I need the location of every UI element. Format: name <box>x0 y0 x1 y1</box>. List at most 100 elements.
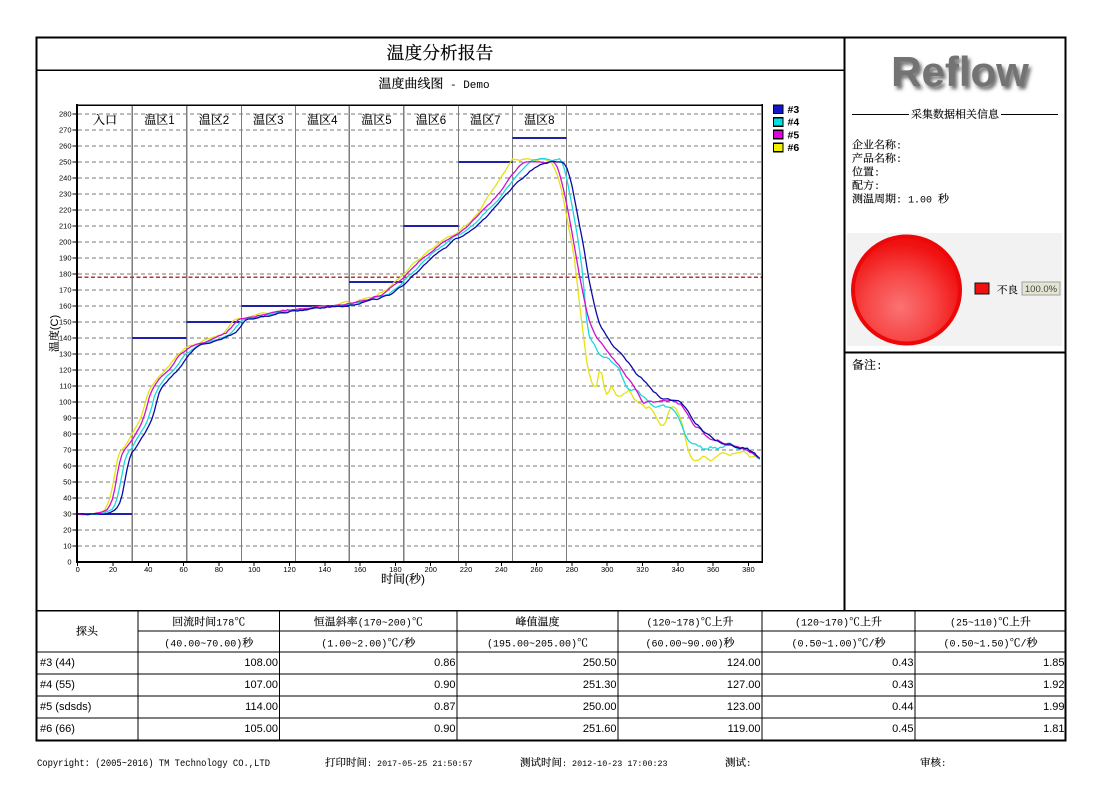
svg-text:240: 240 <box>59 174 72 183</box>
svg-text:120: 120 <box>283 565 296 574</box>
svg-text:340: 340 <box>672 565 685 574</box>
svg-text:130: 130 <box>59 350 72 359</box>
svg-text:90: 90 <box>63 414 71 423</box>
svg-text:180: 180 <box>59 270 72 279</box>
svg-text:#5 (sdsds): #5 (sdsds) <box>40 701 91 713</box>
svg-text:170: 170 <box>59 286 72 295</box>
svg-text:60: 60 <box>63 462 71 471</box>
svg-text:180: 180 <box>389 565 402 574</box>
svg-text:(0.50~1.00): (0.50~1.00) <box>792 639 858 651</box>
svg-text:220: 220 <box>59 206 72 215</box>
svg-text:#3: #3 <box>788 104 800 116</box>
svg-text:1.92: 1.92 <box>1043 679 1064 691</box>
svg-text:100.0%: 100.0% <box>1025 284 1058 295</box>
svg-text::: : <box>874 169 880 180</box>
svg-text:0.44: 0.44 <box>892 701 913 713</box>
svg-text:): ) <box>421 572 425 586</box>
svg-text:(0.50~1.50): (0.50~1.50) <box>944 639 1010 651</box>
svg-text:(25~110): (25~110) <box>950 618 998 630</box>
svg-text:0.45: 0.45 <box>892 723 913 735</box>
svg-text:320: 320 <box>636 565 649 574</box>
svg-text:(120~178): (120~178) <box>647 618 701 630</box>
svg-text:0.87: 0.87 <box>434 701 455 713</box>
svg-text:107.00: 107.00 <box>244 679 278 691</box>
svg-text:6: 6 <box>440 115 446 127</box>
svg-text:60: 60 <box>179 565 187 574</box>
svg-text:100: 100 <box>248 565 261 574</box>
svg-text:0.86: 0.86 <box>434 657 455 669</box>
svg-text:280: 280 <box>566 565 579 574</box>
svg-text::: : <box>876 361 883 373</box>
svg-text:123.00: 123.00 <box>727 701 761 713</box>
svg-text:280: 280 <box>59 110 72 119</box>
svg-text:220: 220 <box>460 565 473 574</box>
svg-text::: : <box>896 142 902 153</box>
svg-text:7: 7 <box>494 115 500 127</box>
svg-text:(120~170): (120~170) <box>795 618 849 630</box>
svg-text:160: 160 <box>59 302 72 311</box>
svg-text:200: 200 <box>59 238 72 247</box>
svg-text:178: 178 <box>216 619 234 630</box>
svg-text:#4 (55): #4 (55) <box>40 679 75 691</box>
svg-text:300: 300 <box>601 565 614 574</box>
svg-text:250.00: 250.00 <box>583 701 617 713</box>
svg-text:127.00: 127.00 <box>727 679 761 691</box>
svg-text:20: 20 <box>109 565 117 574</box>
svg-text:0.90: 0.90 <box>434 723 455 735</box>
svg-text:250: 250 <box>59 158 72 167</box>
svg-text:119.00: 119.00 <box>728 723 761 735</box>
svg-text:(: ( <box>405 572 409 586</box>
svg-text:270: 270 <box>59 126 72 135</box>
svg-text:110: 110 <box>60 382 72 391</box>
svg-text:140: 140 <box>319 565 332 574</box>
svg-text:: 2017-05-25 21:50:57: : 2017-05-25 21:50:57 <box>367 759 473 769</box>
svg-text:0.43: 0.43 <box>892 679 913 691</box>
svg-text:210: 210 <box>59 222 72 231</box>
svg-text:1.81: 1.81 <box>1043 723 1064 735</box>
svg-text:- Demo: - Demo <box>443 80 489 92</box>
svg-text:30: 30 <box>63 510 71 519</box>
svg-text:: 2012-10-23 17:00:23: : 2012-10-23 17:00:23 <box>562 759 668 769</box>
svg-text:380: 380 <box>742 565 755 574</box>
svg-text:120: 120 <box>59 366 72 375</box>
svg-text:100: 100 <box>59 398 72 407</box>
svg-text:3: 3 <box>277 115 283 127</box>
svg-text:0: 0 <box>76 565 80 574</box>
svg-text:124.00: 124.00 <box>727 657 761 669</box>
svg-text::: : <box>941 759 946 769</box>
svg-text:#6: #6 <box>788 142 800 154</box>
svg-text:10: 10 <box>63 542 71 551</box>
svg-text:360: 360 <box>707 565 720 574</box>
svg-text:#3 (44): #3 (44) <box>40 657 75 669</box>
svg-text:251.60: 251.60 <box>583 723 617 735</box>
svg-text:150: 150 <box>59 318 72 327</box>
svg-text:0: 0 <box>67 558 71 567</box>
svg-text:108.00: 108.00 <box>244 657 278 669</box>
svg-text::: : <box>896 155 902 166</box>
svg-text:8: 8 <box>548 115 554 127</box>
svg-text:114.00: 114.00 <box>245 701 278 713</box>
svg-text:: 1.00: : 1.00 <box>896 196 938 207</box>
svg-text:0.43: 0.43 <box>892 657 913 669</box>
svg-text:5: 5 <box>385 115 391 127</box>
svg-text:70: 70 <box>63 446 71 455</box>
svg-text:200: 200 <box>424 565 437 574</box>
svg-text:20: 20 <box>63 526 71 535</box>
svg-text:1.99: 1.99 <box>1043 701 1064 713</box>
svg-text:40: 40 <box>63 494 71 503</box>
svg-text:80: 80 <box>215 565 223 574</box>
svg-text:(1.00~2.00): (1.00~2.00) <box>321 639 387 651</box>
svg-text:80: 80 <box>63 430 71 439</box>
svg-text:/: / <box>869 639 875 651</box>
svg-text:(195.00~205.00): (195.00~205.00) <box>487 639 577 651</box>
svg-text:(40.00~70.00): (40.00~70.00) <box>164 639 242 651</box>
svg-text:250.50: 250.50 <box>583 657 617 669</box>
svg-text:1: 1 <box>168 115 174 127</box>
svg-text:251.30: 251.30 <box>583 679 617 691</box>
svg-text:105.00: 105.00 <box>244 723 278 735</box>
svg-text::: : <box>874 182 880 193</box>
svg-text:260: 260 <box>530 565 543 574</box>
svg-text:#6 (66): #6 (66) <box>40 723 75 735</box>
svg-text:Reflow: Reflow <box>891 48 1029 95</box>
svg-text:#5: #5 <box>788 129 800 141</box>
